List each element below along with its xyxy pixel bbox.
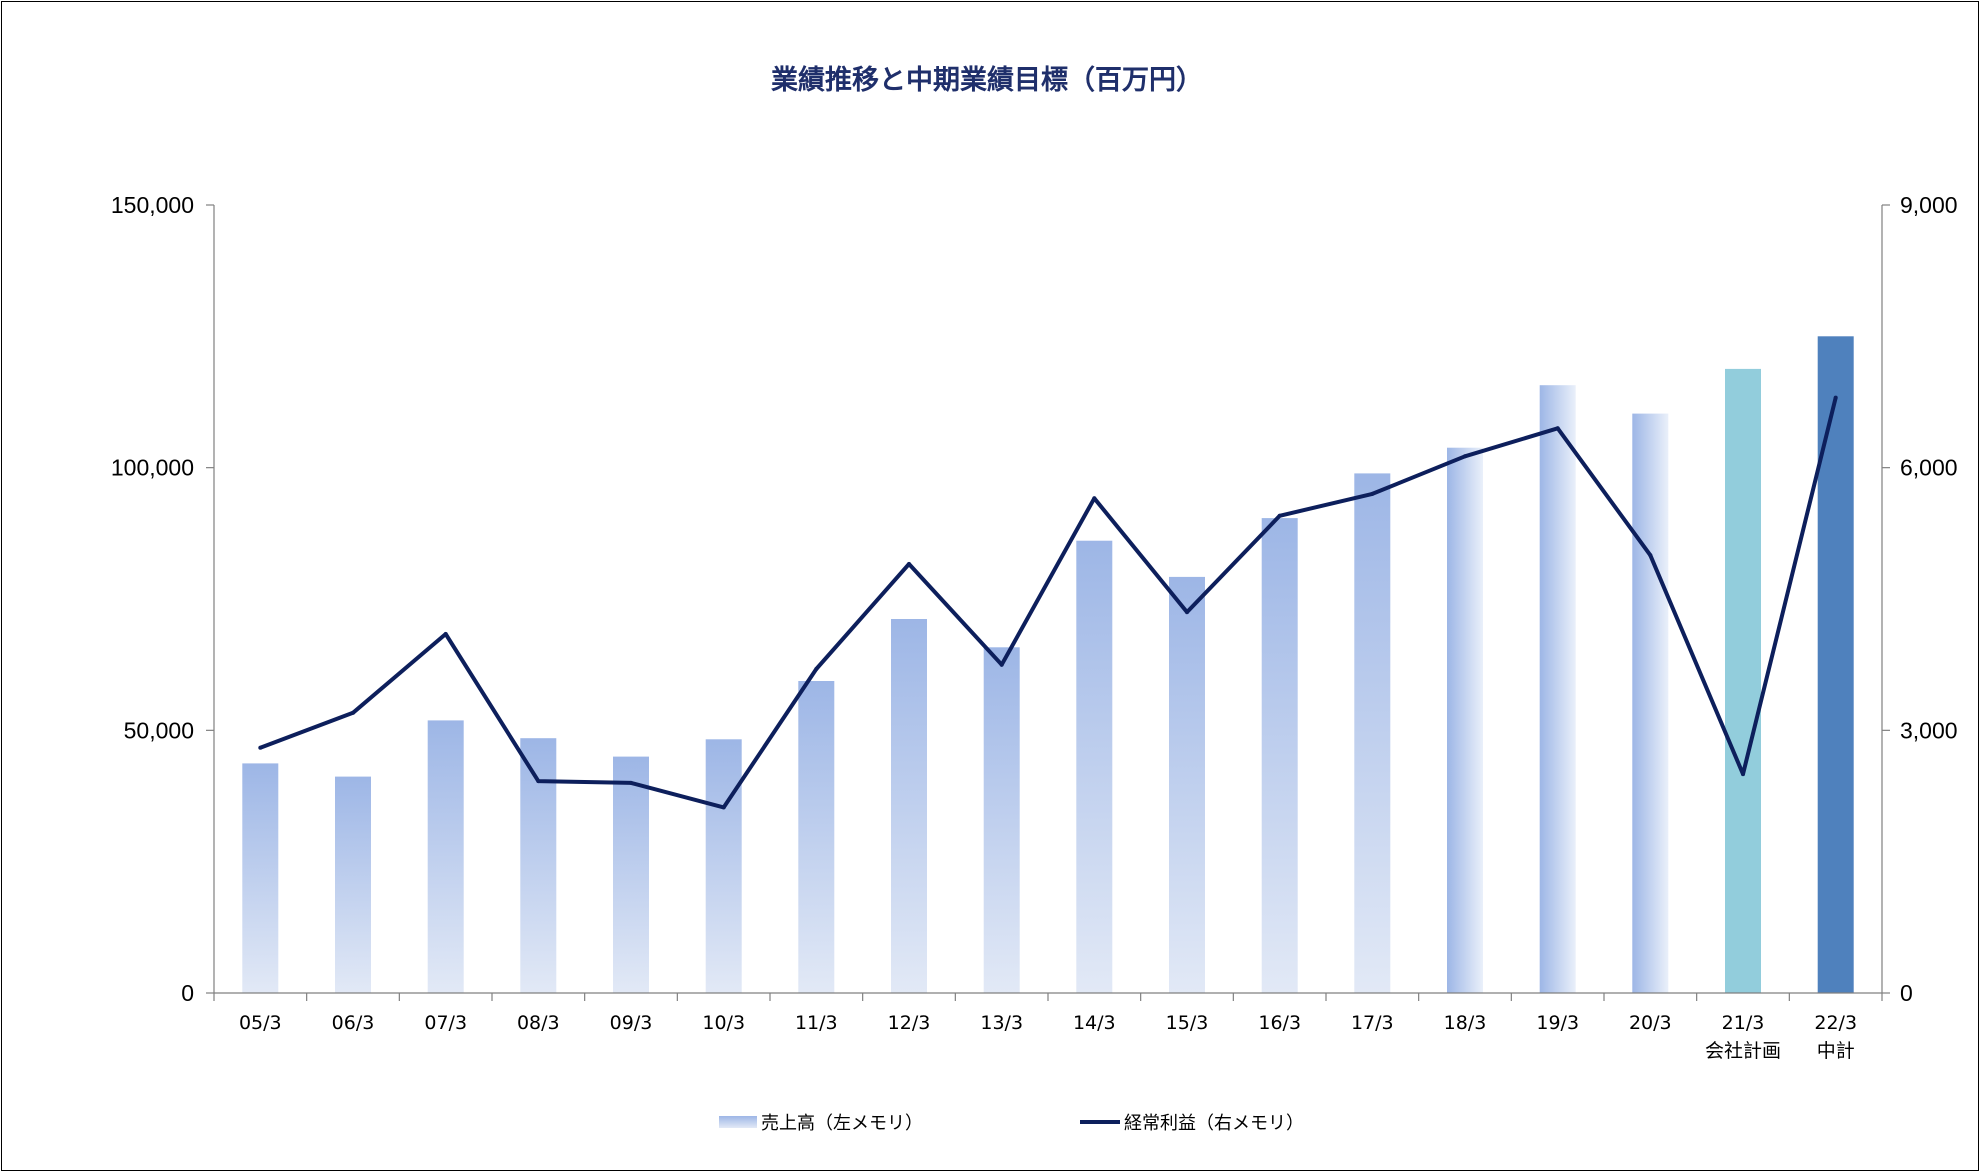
category-label: 06/3 (332, 1012, 375, 1034)
category-sublabel: 中計 (1817, 1040, 1855, 1062)
right-tick-label: 9,000 (1900, 192, 1958, 218)
bar-21-3 (1725, 368, 1761, 993)
legend-label-profit: 経常利益（右メモリ） (1124, 1113, 1304, 1134)
bar-18-3 (1447, 447, 1483, 993)
bar-09-3 (613, 756, 649, 993)
profit-point-14-3 (1092, 496, 1097, 501)
category-label: 18/3 (1444, 1012, 1487, 1034)
category-label: 21/3 (1722, 1012, 1765, 1034)
bar-17-3 (1354, 473, 1391, 993)
category-label: 07/3 (424, 1012, 467, 1034)
category-label: 09/3 (610, 1012, 653, 1034)
category-labels: 05/3 06/3 07/3 08/3 09/3 10/3 11/3 12/3 13/3 14/3… (239, 1012, 1857, 1062)
chart-title: 業績推移と中期業績目標（百万円） (771, 64, 1203, 96)
category-label: 14/3 (1073, 1012, 1116, 1034)
category-label: 17/3 (1351, 1012, 1394, 1034)
bar-13-3 (983, 647, 1020, 993)
profit-point-21-3 (1741, 772, 1745, 777)
left-axis-ticks: 0 50,000 100,000 150,000 (111, 192, 214, 1006)
bar-11-3 (798, 681, 835, 993)
category-label: 22/3 (1814, 1012, 1857, 1034)
bar-19-3 (1539, 385, 1576, 993)
left-tick-label: 100,000 (111, 455, 194, 481)
bar-07-3 (427, 720, 464, 993)
profit-point-05-3 (258, 745, 263, 750)
bar-08-3 (520, 738, 557, 993)
bar-series (242, 336, 1854, 994)
profit-point-22-3 (1833, 395, 1838, 400)
profit-point-11-3 (814, 667, 819, 671)
category-label: 19/3 (1536, 1012, 1579, 1034)
bar-16-3 (1261, 518, 1298, 993)
legend-label-sales: 売上高（左メモリ） (761, 1113, 923, 1134)
bar-15-3 (1169, 576, 1205, 993)
profit-point-16-3 (1277, 513, 1282, 518)
right-tick-label: 0 (1900, 980, 1913, 1006)
profit-point-18-3 (1463, 454, 1467, 459)
right-tick-label: 6,000 (1900, 455, 1958, 481)
category-label: 15/3 (1166, 1012, 1209, 1034)
bar-06-3 (335, 776, 371, 993)
right-axis-ticks: 0 3,000 6,000 9,000 (1882, 192, 1958, 1006)
profit-point-07-3 (443, 632, 448, 636)
profit-point-15-3 (1185, 610, 1189, 615)
legend-swatch-sales (719, 1116, 757, 1128)
category-label: 13/3 (980, 1012, 1023, 1034)
category-label: 11/3 (795, 1012, 838, 1034)
profit-point-09-3 (629, 780, 633, 785)
left-tick-label: 150,000 (111, 192, 194, 218)
bar-10-3 (705, 739, 742, 993)
category-sublabel: 会社計画 (1705, 1040, 1781, 1062)
left-tick-label: 50,000 (124, 717, 194, 743)
bar-20-3 (1632, 413, 1669, 994)
axes (213, 205, 1883, 1001)
bar-12-3 (891, 619, 927, 993)
profit-point-08-3 (536, 779, 541, 784)
category-label: 08/3 (517, 1012, 560, 1034)
line-series (258, 395, 1838, 810)
category-label: 20/3 (1629, 1012, 1672, 1034)
right-tick-label: 3,000 (1900, 717, 1958, 743)
category-label: 12/3 (888, 1012, 931, 1034)
left-tick-label: 0 (181, 980, 194, 1006)
category-label: 05/3 (239, 1012, 282, 1034)
category-label: 10/3 (702, 1012, 745, 1034)
profit-line (259, 397, 1838, 810)
profit-point-12-3 (907, 562, 911, 566)
bar-05-3 (242, 763, 279, 993)
profit-point-06-3 (351, 710, 355, 715)
category-label: 16/3 (1258, 1012, 1301, 1034)
bar-14-3 (1076, 540, 1113, 993)
bar-22-3 (1817, 336, 1854, 993)
profit-point-13-3 (999, 662, 1004, 667)
profit-point-10-3 (721, 805, 726, 810)
profit-point-17-3 (1370, 491, 1375, 496)
legend: 売上高（左メモリ） 経常利益（右メモリ） (719, 1113, 1304, 1134)
profit-point-20-3 (1648, 553, 1653, 558)
profit-point-19-3 (1555, 426, 1560, 431)
